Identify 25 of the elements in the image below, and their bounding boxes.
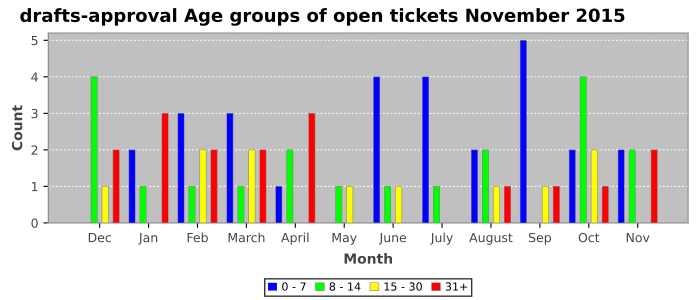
y-tick-label: 3 [32,108,38,118]
y-tick-label: 0 [31,218,38,228]
x-axis-title: Month [344,253,392,264]
x-tick-label: March [228,232,264,242]
chart-title: drafts-approval Age groups of open tickets November 2015 [20,8,624,26]
legend-label: 15 - 30 [384,282,422,291]
x-tick-label: Oct [578,232,600,242]
x-tick-label: June [378,233,406,245]
x-tick-label: August [469,233,513,245]
y-tick-label: 4 [31,72,38,82]
x-tick-label: Jan [138,233,158,245]
legend-label: 8 - 14 [330,282,360,291]
x-tick-label: April [281,232,308,245]
x-tick-label: Sep [528,232,551,245]
y-tick-label: 1 [32,182,38,192]
x-tick-label: Nov [626,233,650,242]
legend-label: 0 - 7 [282,282,306,291]
x-tick-label: Dec [88,233,111,242]
x-tick-label: Feb [188,232,208,242]
x-tick-label: July [430,232,453,245]
y-axis-title: Count [12,105,22,150]
y-tick-label: 5 [32,36,38,46]
y-tick-label: 2 [32,145,38,155]
legend-label: 31+ [446,282,468,291]
x-tick-label: May [332,233,357,245]
